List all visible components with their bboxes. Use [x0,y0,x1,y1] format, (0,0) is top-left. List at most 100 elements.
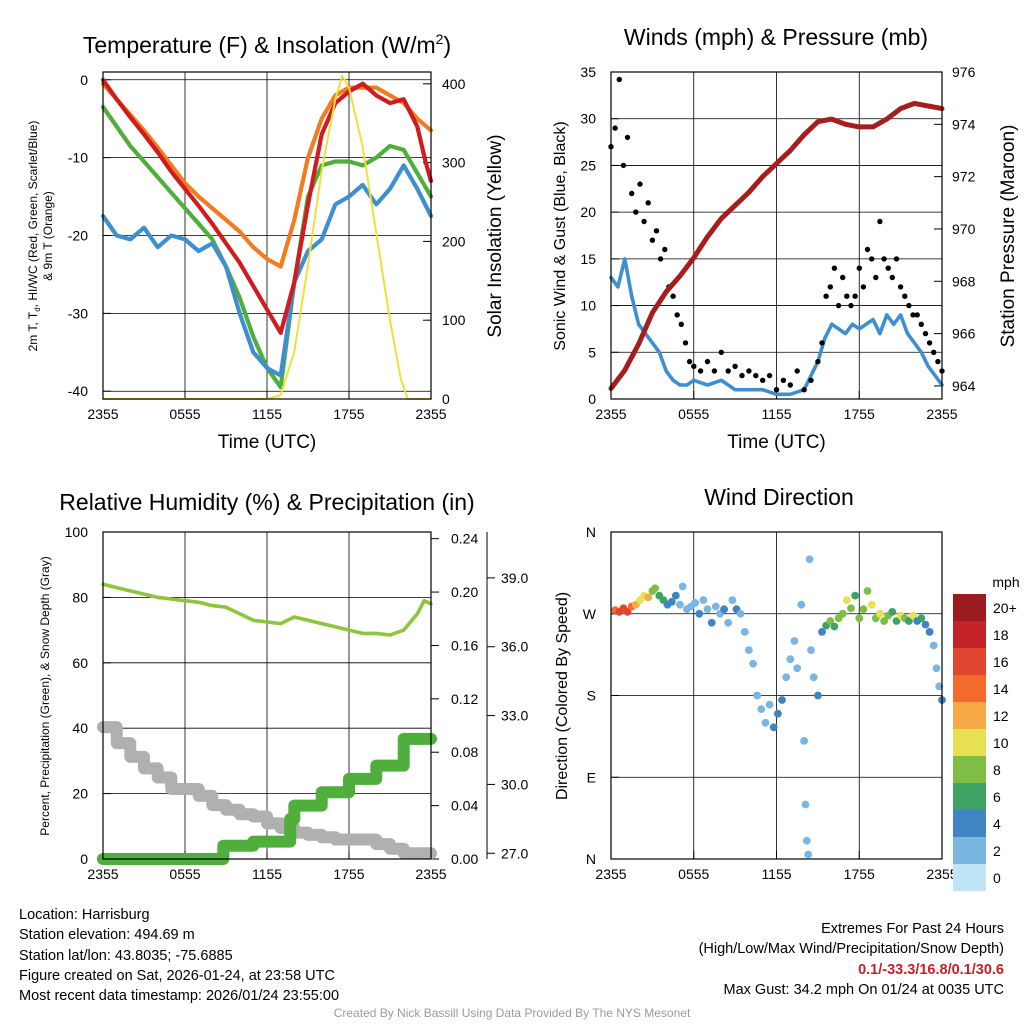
colorbar-label: 4 [993,816,1001,832]
temp-ytick-label: -40 [68,383,88,399]
wind-gust-point [869,256,875,262]
dir-point [724,618,733,627]
wind-title: Winds (mph) & Pressure (mb) [624,24,928,50]
dir-frame [610,531,943,860]
dir-ytick-label: W [583,606,597,622]
dir-point [790,637,799,645]
wind-y2tick-label: 970 [952,221,976,237]
dir-point [623,608,632,616]
wind-gust-point [612,125,618,131]
wind-gust-point [885,265,891,271]
dir-point [921,620,930,629]
temp-xtick-label: 2355 [415,406,446,422]
colorbar-label: 8 [993,762,1001,778]
colorbar-label: 0 [993,870,1001,886]
rh-xtick-label: 1155 [252,866,282,882]
dir-point [782,673,791,682]
wind-y2tick-label: 974 [952,116,976,132]
wind-gust-point [686,358,693,365]
rh-snow-tick-label: 33.0 [501,708,528,724]
wind-ylabel-group: Sonic Wind & Gust (Blue, Black) [552,121,569,350]
dir-point [929,641,938,650]
rh-ytick-label: 20 [72,786,88,802]
elevation-text: Station elevation: 494.69 m [19,927,195,944]
wind-gust-point [808,377,814,383]
dir-point [691,599,699,607]
dir-xtick-label: 2355 [926,866,957,882]
wind-gust-point [864,246,871,253]
dir-point [804,850,813,859]
rh-series-humidity [101,582,433,637]
dir-point [826,617,835,625]
temp-ylabel: 2m T, Td, HI/WC (Red, Green, Scarlet/Blu… [26,121,55,352]
wind-gust-point [856,265,862,271]
wind-gust-point [902,293,908,299]
rh-precip-tick-label: 0.16 [451,637,478,653]
dir-point [711,602,720,611]
dir-point [745,646,753,654]
wind-ylabel: Sonic Wind & Gust (Blue, Black) [552,121,569,350]
rh-xtick-label: 1755 [333,866,364,882]
wind-gust-point [624,134,631,141]
wind-gust-point [773,387,780,393]
colorbar-swatch [953,729,986,756]
dir-point [699,596,708,604]
wind-ytick-label: 25 [580,157,596,173]
rh-precip-tick-label: 0.20 [451,584,478,600]
wind-gust-point [711,368,718,374]
temp-frame [102,71,432,400]
dir-ylabel-group: Direction (Colored By Speed) [554,592,571,800]
colorbar-label: 10 [993,735,1009,751]
wind-y2label: Station Pressure (Maroon) [998,125,1019,348]
rh-snow-tick-label: 39.0 [501,570,528,586]
wind-gust-point [926,340,933,346]
dir-point [925,628,934,636]
wind-series-pressure [608,100,945,391]
wind-gust-point [662,246,668,253]
wind-gust-point [746,368,752,374]
wind-gust-point [823,293,829,299]
rh-ytick-label: 0 [80,851,88,867]
rh-precip-tick-label: 0.08 [451,744,478,760]
wind-gust-point [931,349,937,355]
rh-ytick-label: 40 [72,720,88,736]
colorbar-label: 14 [993,681,1009,697]
dir-point [909,611,917,620]
wind-ytick-label: 15 [580,251,596,267]
temp-ytick-label: -10 [68,150,88,166]
dir-point [761,718,770,727]
rh-ytick-label: 60 [72,655,88,671]
wind-gust-point [848,302,854,309]
wind-gust-point [914,312,920,318]
location-text: Location: Harrisburg [19,907,150,923]
wind-gust-point [718,349,724,355]
recent-data-text: Most recent data timestamp: 2026/01/24 2… [19,988,340,1005]
wind-gust-point [889,274,895,281]
rh-series-snow-depth [97,721,437,860]
wind-gust-point [840,274,846,281]
wind-gust-point [787,382,793,388]
wind-gust-point [674,312,680,318]
wind-gust-point [753,372,759,379]
temp-y2label-group: Solar Insolation (Yellow) [485,134,506,337]
dir-point [695,609,704,618]
rh-series-precipitation [97,732,437,865]
wind-gust-point [657,256,664,262]
wind-y2tick-label: 968 [952,273,976,289]
colorbar-label: 20+ [993,600,1017,616]
wind-xtick-label: 2355 [595,406,626,422]
temp-ytick-label: -20 [68,228,88,244]
extremes-subtitle: (High/Low/Max Wind/Precipitation/Snow De… [698,941,1004,958]
dir-point [720,605,728,614]
dir-point [793,664,802,673]
wind-gust-point [877,218,883,225]
temp-series-hi-wc [100,163,434,378]
colorbar-swatch [953,864,986,891]
wind-gust-point [873,274,879,281]
wind-y2tick-label: 976 [952,64,976,80]
dir-point [703,605,712,614]
dir-point [851,591,859,600]
rh-title: Relative Humidity (%) & Precipitation (i… [59,489,474,515]
wind-y2tick-label: 964 [952,378,976,394]
dir-point [801,800,810,809]
